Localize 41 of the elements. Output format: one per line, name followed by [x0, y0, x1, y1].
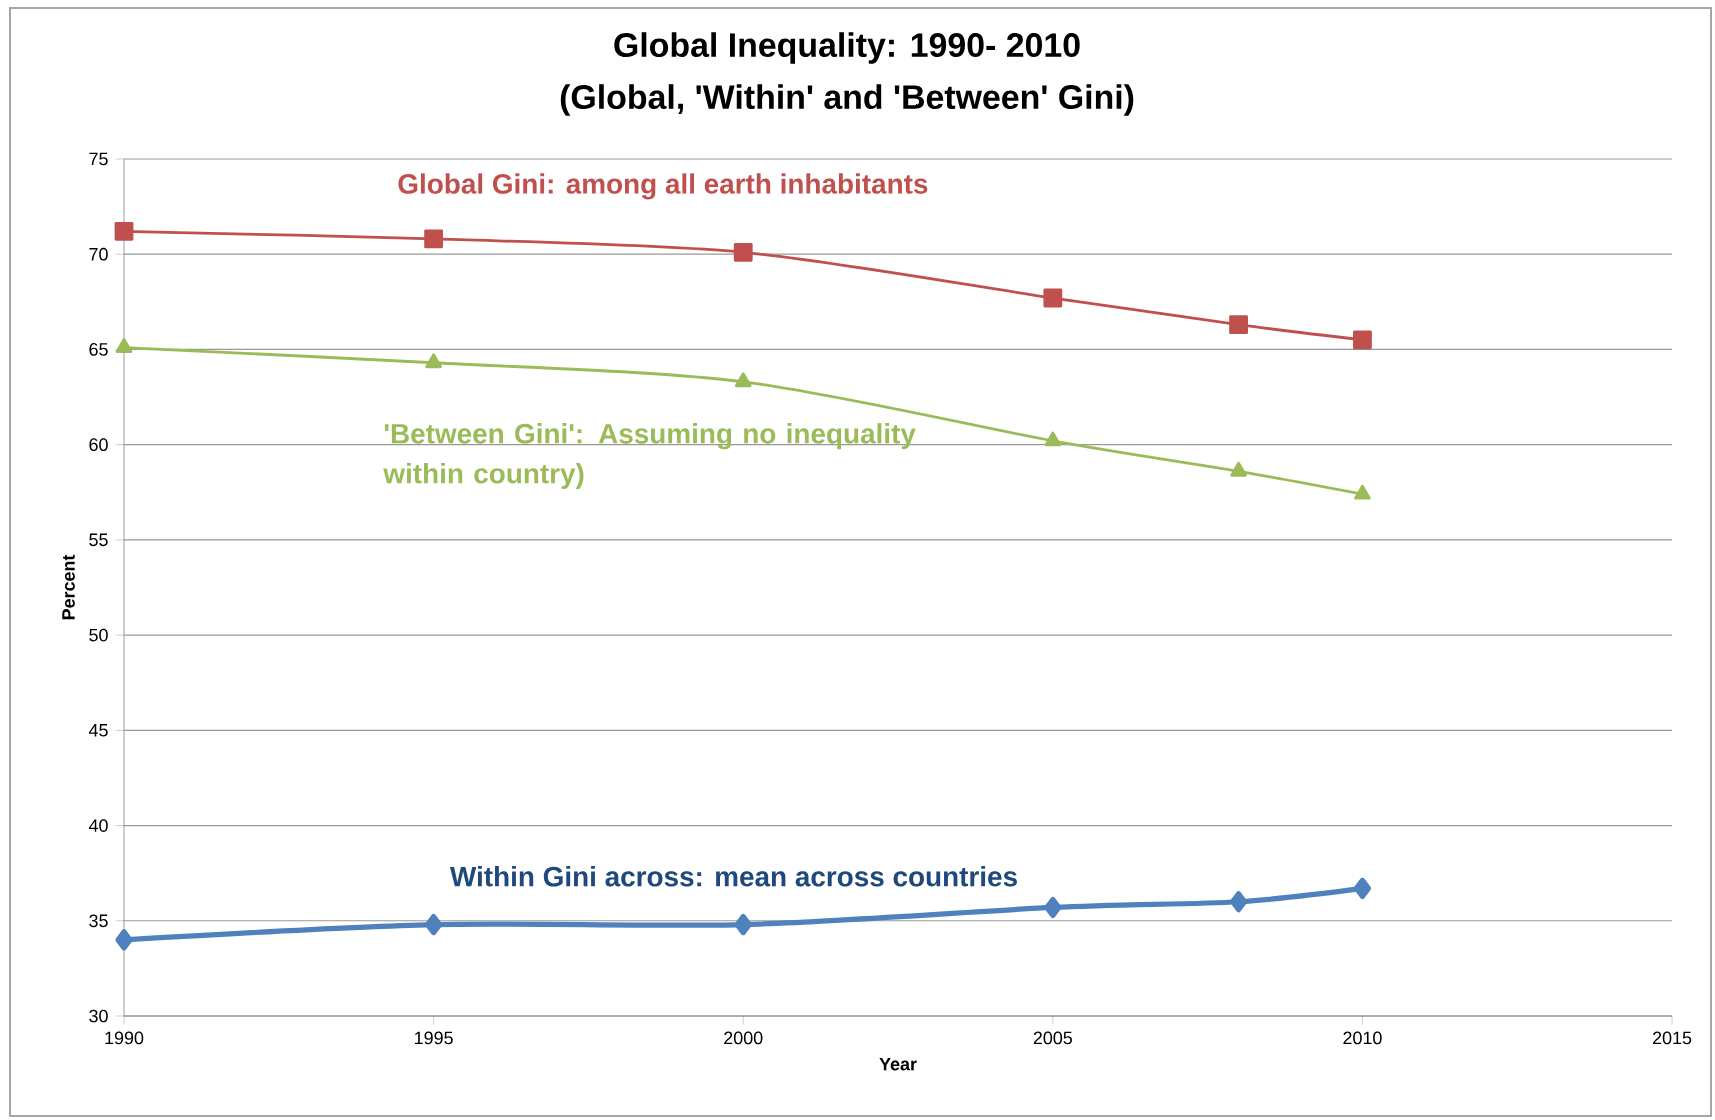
point: [733, 242, 753, 262]
point: [734, 372, 752, 388]
y-tick-label: 40: [88, 819, 108, 832]
x-tick-label: 2005: [1033, 1031, 1073, 1045]
y-tick-label: 55: [89, 533, 108, 547]
x-tick-label: 1990: [105, 1031, 144, 1045]
point: [115, 338, 133, 353]
point: [425, 353, 442, 369]
point: [115, 929, 133, 951]
x-tick-label: 2015: [1653, 1031, 1692, 1045]
point: [424, 229, 444, 249]
point: [1044, 431, 1062, 447]
point: [1353, 330, 1372, 350]
point: [1044, 896, 1062, 919]
y-tick-label: 50: [89, 628, 108, 642]
series-label: Within Gini across: mean across countries: [449, 866, 1017, 887]
x-tick-label: 1995: [415, 1031, 453, 1045]
chart-title: Global Inequality: 1990- 2010: [614, 32, 1080, 64]
x-tick-label: 2000: [724, 1031, 763, 1045]
series-label: 'Between Gini': Assuming no inequality within country): [383, 423, 916, 489]
chart-subtitle: (Global, 'Within' and 'Between' Gini): [560, 84, 1134, 116]
point: [425, 913, 443, 936]
point: [114, 221, 134, 241]
point: [1043, 288, 1063, 308]
x-axis-title: Year: [879, 1057, 917, 1071]
series-label: Global Gini: among all earth inhabitants: [398, 173, 928, 200]
y-axis-title: Percent: [62, 554, 75, 620]
point: [1354, 484, 1371, 500]
y-tick-label: 75: [89, 152, 108, 166]
point: [1229, 315, 1248, 335]
x-tick-label: 2010: [1343, 1031, 1382, 1045]
y-tick-label: 30: [89, 1009, 108, 1023]
point: [1230, 891, 1248, 913]
point: [1353, 877, 1372, 899]
point: [734, 913, 752, 936]
y-tick-label: 35: [89, 914, 108, 928]
y-tick-label: 60: [89, 438, 108, 452]
point: [1230, 461, 1247, 477]
y-tick-label: 45: [88, 724, 108, 737]
y-tick-label: 70: [89, 247, 108, 261]
y-tick-label: 65: [89, 343, 108, 356]
